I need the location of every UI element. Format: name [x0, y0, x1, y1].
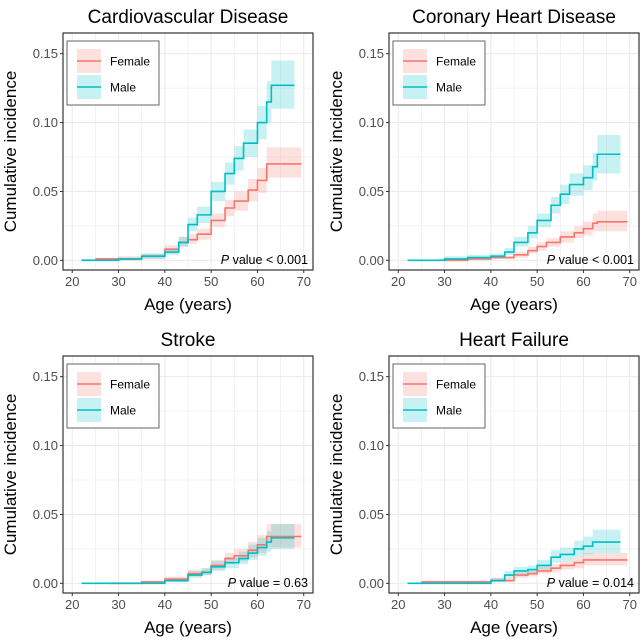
- p-symbol: P: [547, 576, 556, 590]
- x-axis-label: Age (years): [144, 295, 232, 314]
- ci-band-male: [407, 134, 621, 261]
- y-tick-label: 0.05: [33, 507, 58, 522]
- y-axis-label: Cumulative incidence: [1, 71, 20, 233]
- legend: Female Male: [66, 363, 160, 429]
- series-line-male: [81, 537, 295, 585]
- legend-box: [66, 363, 160, 429]
- panel-1: 20 30 40 50 60 70 0.00 0.05 0.10 0.15 Age (years) C…: [327, 7, 640, 314]
- y-tick-label: 0.00: [359, 253, 384, 268]
- ci-band-female: [95, 147, 302, 261]
- p-value-annotation: P value < 0.001: [221, 253, 308, 267]
- x-tick-label: 70: [623, 274, 637, 289]
- x-tick-label: 20: [65, 597, 79, 612]
- legend: Female Male: [392, 363, 486, 429]
- legend-label-female: Female: [110, 55, 150, 69]
- x-tick-label: 50: [530, 274, 544, 289]
- x-tick-label: 30: [111, 274, 125, 289]
- panel-2: 20 30 40 50 60 70 0.00 0.05 0.10 0.15 Age (years) C…: [1, 330, 314, 637]
- chart-title: Heart Failure: [459, 330, 569, 351]
- y-tick-label: 0.00: [33, 253, 58, 268]
- x-axis-label: Age (years): [470, 295, 558, 314]
- x-tick-label: 50: [204, 274, 218, 289]
- ci-band-female: [421, 553, 628, 584]
- legend: Female Male: [66, 40, 160, 106]
- x-tick-label: 40: [484, 597, 498, 612]
- y-tick-label: 0.10: [359, 115, 384, 130]
- x-tick-label: 20: [391, 597, 405, 612]
- x-tick-label: 40: [158, 597, 172, 612]
- y-tick-label: 0.05: [359, 184, 384, 199]
- y-axis-label: Cumulative incidence: [327, 394, 346, 556]
- p-symbol: P: [228, 576, 237, 590]
- y-tick-label: 0.15: [359, 46, 384, 61]
- x-tick-label: 60: [576, 597, 590, 612]
- legend-box: [66, 40, 160, 106]
- y-tick-label: 0.00: [359, 576, 384, 591]
- y-tick-label: 0.15: [359, 369, 384, 384]
- legend-label-female: Female: [436, 378, 476, 392]
- chart-title: Stroke: [161, 330, 216, 351]
- legend-label-male: Male: [110, 81, 136, 95]
- p-value-text: value = 0.63: [236, 576, 308, 590]
- x-axis-label: Age (years): [470, 618, 558, 637]
- x-tick-label: 60: [250, 597, 264, 612]
- legend-label-male: Male: [436, 404, 462, 418]
- legend-box: [392, 363, 486, 429]
- x-tick-label: 70: [297, 597, 311, 612]
- legend: Female Male: [392, 40, 486, 106]
- ci-band-female: [109, 524, 302, 584]
- y-tick-label: 0.15: [33, 369, 58, 384]
- series-line-male: [407, 153, 621, 262]
- x-axis-label: Age (years): [144, 618, 232, 637]
- x-tick-label: 50: [204, 597, 218, 612]
- p-value-text: value < 0.001: [229, 253, 308, 267]
- legend-label-female: Female: [110, 378, 150, 392]
- y-tick-label: 0.00: [33, 576, 58, 591]
- p-value-annotation: P value = 0.63: [228, 576, 308, 590]
- y-tick-label: 0.15: [33, 46, 58, 61]
- p-value-annotation: P value = 0.014: [547, 576, 634, 590]
- chart-title: Cardiovascular Disease: [88, 7, 289, 28]
- y-axis-label: Cumulative incidence: [327, 71, 346, 233]
- series-line-male: [407, 541, 621, 585]
- panel-3: 20 30 40 50 60 70 0.00 0.05 0.10 0.15 Age (years) C…: [327, 330, 640, 637]
- p-value-text: value = 0.014: [555, 576, 634, 590]
- plot-border: [62, 32, 314, 271]
- legend-box: [392, 40, 486, 106]
- x-tick-label: 40: [158, 274, 172, 289]
- y-tick-label: 0.10: [359, 438, 384, 453]
- x-tick-label: 20: [391, 274, 405, 289]
- x-tick-label: 60: [250, 274, 264, 289]
- x-tick-label: 70: [297, 274, 311, 289]
- x-tick-label: 50: [530, 597, 544, 612]
- legend-label-female: Female: [436, 55, 476, 69]
- p-value-text: value < 0.001: [555, 253, 634, 267]
- x-tick-label: 60: [576, 274, 590, 289]
- plot-border: [62, 355, 314, 594]
- y-tick-label: 0.10: [33, 438, 58, 453]
- y-tick-label: 0.05: [33, 184, 58, 199]
- p-symbol: P: [547, 253, 556, 267]
- ci-band-male: [81, 60, 295, 261]
- chart-title: Coronary Heart Disease: [412, 7, 616, 28]
- x-tick-label: 30: [111, 597, 125, 612]
- plot-border: [388, 32, 640, 271]
- x-tick-label: 30: [437, 597, 451, 612]
- y-tick-label: 0.05: [359, 507, 384, 522]
- y-axis-label: Cumulative incidence: [1, 394, 20, 556]
- x-tick-label: 20: [65, 274, 79, 289]
- plot-border: [388, 355, 640, 594]
- panel-0: 20 30 40 50 60 70 0.00 0.05 0.10 0.15 Age (years) C…: [1, 7, 314, 314]
- x-tick-label: 30: [437, 274, 451, 289]
- legend-label-male: Male: [436, 81, 462, 95]
- legend-label-male: Male: [110, 404, 136, 418]
- x-tick-label: 70: [623, 597, 637, 612]
- series-line-male: [81, 84, 295, 262]
- p-symbol: P: [221, 253, 230, 267]
- y-tick-label: 0.10: [33, 115, 58, 130]
- p-value-annotation: P value < 0.001: [547, 253, 634, 267]
- x-tick-label: 40: [484, 274, 498, 289]
